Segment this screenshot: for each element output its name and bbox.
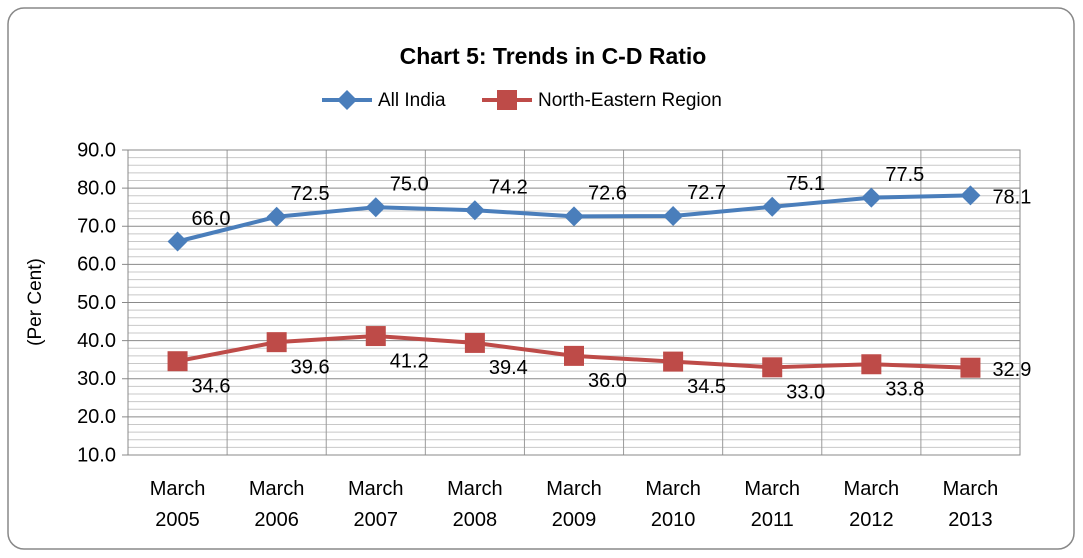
data-label: 75.0 bbox=[390, 173, 429, 195]
marker bbox=[564, 206, 584, 227]
data-label: 36.0 bbox=[588, 370, 627, 392]
data-label: 66.0 bbox=[192, 208, 231, 230]
marker bbox=[762, 196, 783, 217]
data-label: 39.6 bbox=[291, 356, 330, 378]
legend-label: All India bbox=[378, 90, 446, 111]
marker bbox=[762, 357, 783, 378]
marker bbox=[663, 205, 684, 226]
x-tick-label: March 2010 bbox=[645, 478, 701, 531]
data-label: 72.5 bbox=[291, 183, 330, 205]
y-tick-label: 70.0 bbox=[77, 216, 116, 238]
y-tick-label: 30.0 bbox=[77, 368, 116, 390]
marker bbox=[365, 326, 386, 347]
data-label: 72.6 bbox=[588, 183, 627, 205]
x-tick-label: March 2013 bbox=[942, 478, 999, 531]
marker bbox=[167, 231, 188, 252]
marker bbox=[861, 187, 882, 208]
marker bbox=[960, 357, 981, 378]
marker bbox=[861, 354, 882, 375]
y-tick-label: 90.0 bbox=[77, 139, 116, 161]
data-label: 33.8 bbox=[885, 379, 924, 401]
y-tick-label: 50.0 bbox=[77, 292, 116, 314]
data-label: 77.5 bbox=[885, 164, 924, 186]
plot-border bbox=[127, 149, 1021, 456]
data-label: 78.1 bbox=[992, 187, 1031, 209]
x-tick-label: March 2008 bbox=[447, 478, 503, 531]
x-tick-label: March 2005 bbox=[149, 478, 206, 531]
legend-marker bbox=[497, 90, 517, 110]
legend-marker bbox=[337, 90, 357, 110]
marker bbox=[564, 345, 584, 366]
data-label: 74.2 bbox=[489, 177, 528, 199]
y-axis-label: (Per Cent) bbox=[25, 258, 46, 346]
y-tick-label: 40.0 bbox=[77, 330, 116, 352]
data-label: 75.1 bbox=[786, 173, 825, 195]
marker bbox=[167, 351, 188, 372]
marker bbox=[464, 332, 485, 353]
x-tick-label: March 2011 bbox=[744, 478, 800, 531]
x-tick-label: March 2012 bbox=[843, 478, 900, 531]
y-tick-label: 10.0 bbox=[77, 444, 116, 466]
marker bbox=[365, 197, 386, 218]
data-label: 32.9 bbox=[992, 359, 1031, 381]
chart-title: Chart 5: Trends in C-D Ratio bbox=[400, 43, 707, 69]
data-label: 34.5 bbox=[687, 376, 726, 398]
chart-frame bbox=[7, 7, 1075, 550]
y-tick-label: 80.0 bbox=[77, 177, 116, 199]
marker bbox=[960, 185, 981, 206]
marker bbox=[663, 351, 684, 372]
data-label: 39.4 bbox=[489, 357, 528, 379]
legend-label: North-Eastern Region bbox=[538, 90, 722, 111]
data-label: 34.6 bbox=[192, 375, 231, 397]
data-label: 41.2 bbox=[390, 350, 429, 372]
x-tick-label: March 2006 bbox=[248, 478, 305, 531]
x-tick-label: March 2007 bbox=[347, 478, 404, 531]
data-label: 33.0 bbox=[786, 382, 825, 404]
y-tick-label: 20.0 bbox=[77, 406, 116, 428]
marker bbox=[464, 200, 485, 221]
x-tick-label: March 2009 bbox=[546, 478, 602, 531]
marker bbox=[266, 332, 287, 353]
data-label: 72.7 bbox=[687, 182, 726, 204]
marker bbox=[266, 206, 287, 227]
y-tick-label: 60.0 bbox=[77, 254, 116, 276]
